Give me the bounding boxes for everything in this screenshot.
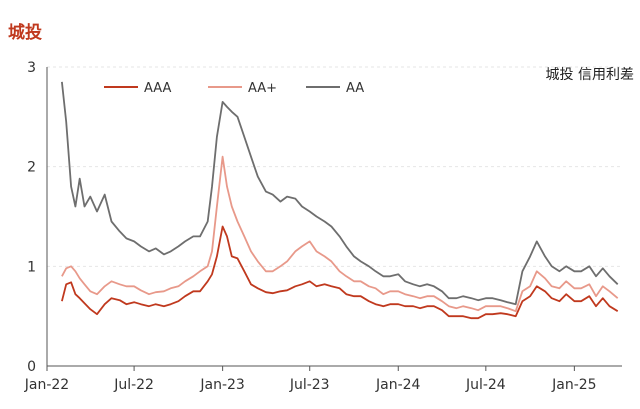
x-tick-label: Jul-23 [289,377,330,393]
y-tick-label: 1 [27,259,36,275]
page-title: 城投 [8,23,42,43]
y-tick-label: 0 [27,359,36,375]
legend: AAA AA+ AA [104,81,364,96]
legend-label-aa: AA [346,81,364,96]
x-tick-label: Jan-23 [199,377,244,393]
series-lines [61,81,619,320]
x-tick-label: Jul-22 [113,377,154,393]
y-tick-label: 2 [27,160,36,176]
y-tick-label: 3 [27,60,36,76]
series-line-aa [61,81,619,306]
grid-lines [47,66,622,267]
x-tick-label: Jan-22 [24,377,69,393]
x-tick-label: Jul-24 [465,377,506,393]
legend-label-aaa: AAA [144,81,172,96]
series-line-aaa [61,225,619,320]
chart-annotation: 城投 信用利差 [546,67,634,83]
axes: 0 1 2 3 Jan-22 Jul-22 Jan-23 Jul-23 Jan-24 Jul-24… [24,60,622,393]
legend-label-aa-plus: AA+ [248,81,277,96]
series-line-aa-plus [61,155,619,313]
x-tick-label: Jan-25 [551,377,596,393]
x-tick-label: Jan-24 [375,377,421,393]
